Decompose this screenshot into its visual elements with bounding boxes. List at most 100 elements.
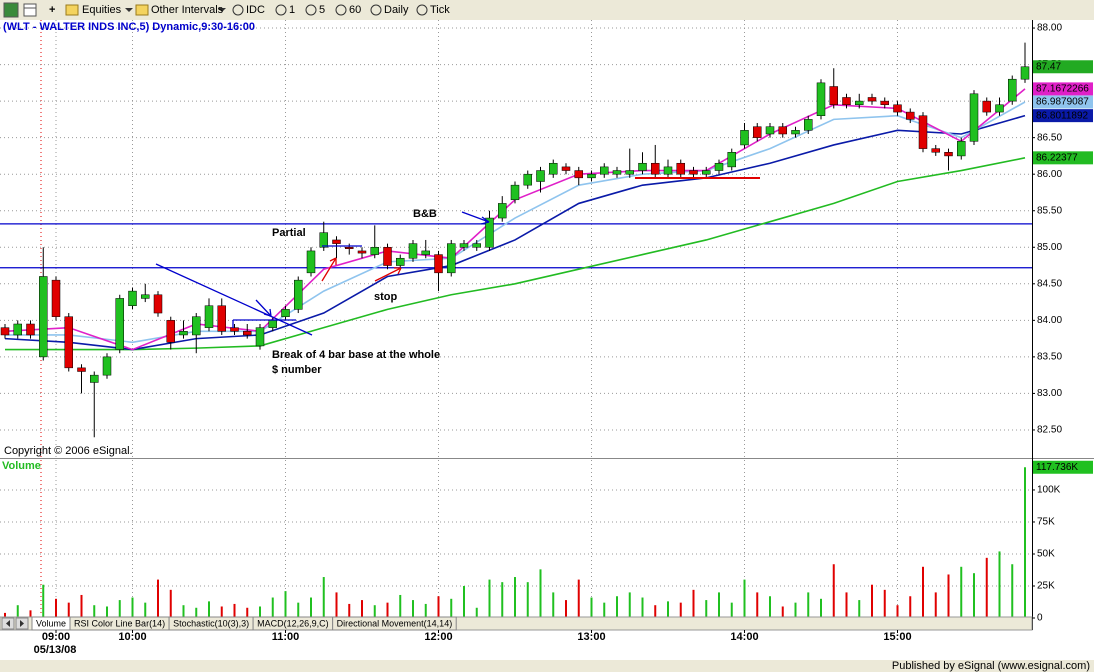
candle-body xyxy=(791,130,800,135)
y-tick-label: 85.00 xyxy=(1037,242,1062,253)
toolbar-item[interactable]: 60 xyxy=(349,4,361,16)
volume-bar xyxy=(730,602,733,619)
value-badge xyxy=(1033,109,1093,123)
candle-body xyxy=(778,126,787,135)
volume-bar xyxy=(654,605,657,619)
toolbar-item[interactable]: 5 xyxy=(319,4,325,16)
toolbar-item[interactable]: 1 xyxy=(289,4,295,16)
tab-label[interactable]: MACD(12,26,9,C) xyxy=(257,618,329,628)
toolbar-item[interactable]: Daily xyxy=(384,4,409,16)
x-tick-label: 10:00 xyxy=(118,631,146,643)
candle-body xyxy=(370,247,379,255)
candle-body xyxy=(383,247,392,266)
candle-body xyxy=(179,331,188,336)
candle-body xyxy=(638,162,647,171)
volume-bar xyxy=(743,579,746,619)
volume-title: Volume xyxy=(2,460,41,472)
volume-bar xyxy=(756,592,759,619)
x-tick-label: 11:00 xyxy=(272,631,300,643)
value-badge-label: 86.8011892 xyxy=(1036,110,1089,121)
candle-body xyxy=(587,173,596,179)
tab[interactable] xyxy=(332,616,457,631)
candle-body xyxy=(421,250,430,255)
volume-bar xyxy=(679,602,682,619)
toolbar-item[interactable]: Equities xyxy=(82,4,122,16)
y-tick-label: 100K xyxy=(1037,485,1061,496)
volume-bar xyxy=(361,600,363,619)
candle-body xyxy=(294,279,303,310)
volume-bar xyxy=(208,601,210,619)
toolbar-item[interactable]: IDC xyxy=(246,4,265,16)
y-tick-label: 88.00 xyxy=(1037,23,1062,34)
volume-bar xyxy=(922,566,924,619)
candle-body xyxy=(740,130,749,146)
candle-body xyxy=(434,254,443,274)
volume-bar xyxy=(310,597,312,619)
candle-body xyxy=(944,152,953,157)
candle-body xyxy=(995,104,1004,113)
candle-body xyxy=(816,82,826,116)
tab-label[interactable]: Stochastic(10(3),3) xyxy=(173,618,249,628)
candle-body xyxy=(625,170,634,175)
volume-bar xyxy=(67,602,70,619)
tab-label[interactable]: RSI Color Line Bar(14) xyxy=(74,618,165,628)
candle-body xyxy=(39,276,48,358)
candle-body xyxy=(765,126,775,135)
candle-body xyxy=(281,309,290,317)
toolbar-item[interactable]: Other Intervals xyxy=(151,4,224,16)
candle-body xyxy=(319,232,328,248)
date-label: 05/13/08 xyxy=(34,644,77,656)
volume-bar xyxy=(246,607,249,619)
volume-bar xyxy=(820,598,822,619)
status-bar xyxy=(0,660,1094,672)
tab-nav[interactable] xyxy=(1,617,29,630)
volume-bar xyxy=(883,589,886,619)
volume-bar xyxy=(947,574,950,619)
value-badge xyxy=(1033,151,1093,165)
volume-bar xyxy=(692,589,695,619)
chart-background xyxy=(0,20,1094,660)
volume-bar xyxy=(909,596,912,619)
volume-bar xyxy=(781,606,784,619)
x-tick-label: 09:00 xyxy=(42,631,70,643)
toolbar-icons: + xyxy=(3,2,428,18)
y-tick-label: 85.50 xyxy=(1037,205,1062,216)
volume-bar xyxy=(769,596,771,619)
value-badge-label: 87.1672266 xyxy=(1036,84,1089,95)
candle-body xyxy=(90,374,99,383)
candle-body xyxy=(77,367,86,372)
tab-label[interactable]: Volume xyxy=(36,618,66,628)
candle-body xyxy=(957,141,966,157)
candle-body xyxy=(842,97,851,106)
candle-body xyxy=(115,298,124,350)
volume-bar xyxy=(934,592,937,619)
candle-body xyxy=(396,257,405,266)
tab-label[interactable]: Directional Movement(14,14) xyxy=(337,618,453,628)
candle-body xyxy=(702,170,711,175)
volume-bar xyxy=(157,579,159,619)
volume-bar xyxy=(628,592,631,619)
candle-body xyxy=(268,320,277,328)
value-badge xyxy=(1033,95,1093,109)
volume-bar xyxy=(131,597,134,619)
volume-bar xyxy=(271,597,274,619)
y-tick-label: 86.50 xyxy=(1037,132,1062,143)
volume-bar xyxy=(424,603,427,619)
candle-body xyxy=(192,316,201,336)
volume-bar xyxy=(832,564,835,619)
volume-bar xyxy=(858,600,861,619)
volume-bar xyxy=(794,602,797,619)
volume-bar xyxy=(169,589,172,619)
volume-bar xyxy=(1024,467,1026,619)
volume-bar xyxy=(896,605,899,619)
y-tick-label: 84.50 xyxy=(1037,278,1062,289)
volume-bar xyxy=(118,600,121,619)
toolbar-item[interactable]: Tick xyxy=(430,4,450,16)
annotation-drawings xyxy=(155,177,760,336)
candle-body xyxy=(727,152,736,168)
chart-title: (WLT - WALTER INDS INC,5) Dynamic,9:30-1… xyxy=(3,21,255,33)
candle-body xyxy=(51,279,61,317)
volume-bar xyxy=(973,573,975,619)
candle-body xyxy=(217,305,226,332)
